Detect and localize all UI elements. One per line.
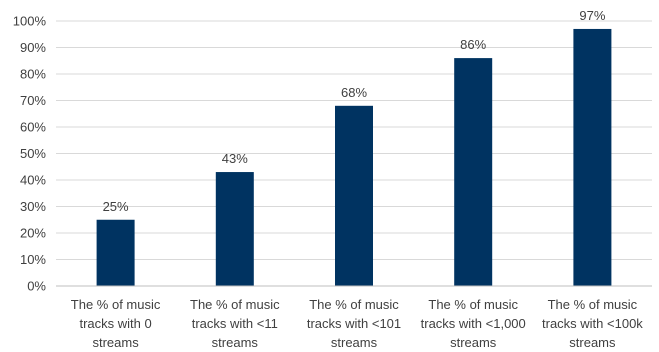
- bar: [96, 219, 135, 286]
- x-axis-labels: The % of music tracks with 0 streams The % …: [71, 297, 643, 350]
- data-label: 68%: [341, 85, 367, 100]
- y-tick-label: 50%: [20, 146, 46, 161]
- y-tick-label: 20%: [20, 226, 46, 241]
- y-tick-label: 60%: [20, 120, 46, 135]
- y-tick-label: 10%: [20, 252, 46, 267]
- x-category-label: The % of music tracks with <100k streams: [542, 297, 643, 350]
- data-label: 43%: [222, 151, 248, 166]
- y-tick-label: 0%: [27, 279, 46, 294]
- y-tick-label: 90%: [20, 40, 46, 55]
- bar: [335, 105, 373, 286]
- y-tick-label: 30%: [20, 199, 46, 214]
- y-tick-label: 80%: [20, 67, 46, 82]
- y-tick-label: 70%: [20, 93, 46, 108]
- bars: [96, 28, 612, 286]
- y-axis-ticks: 0% 10% 20% 30% 40% 50% 60% 70% 80% 90% 100%: [13, 14, 47, 294]
- y-tick-label: 40%: [20, 173, 46, 188]
- bar: [573, 28, 612, 286]
- data-label: 97%: [579, 8, 605, 23]
- data-label: 86%: [460, 37, 486, 52]
- x-category-label: The % of music tracks with <1,000 streams: [421, 297, 526, 350]
- x-category-label: The % of music tracks with <11 streams: [190, 297, 280, 350]
- x-category-label: The % of music tracks with <101 streams: [307, 297, 401, 350]
- data-labels: 25% 43% 68% 86% 97%: [103, 8, 606, 214]
- y-tick-label: 100%: [13, 14, 47, 29]
- bar: [454, 58, 493, 286]
- data-label: 25%: [103, 199, 129, 214]
- x-category-label: The % of music tracks with 0 streams: [71, 297, 161, 350]
- bar: [215, 172, 254, 286]
